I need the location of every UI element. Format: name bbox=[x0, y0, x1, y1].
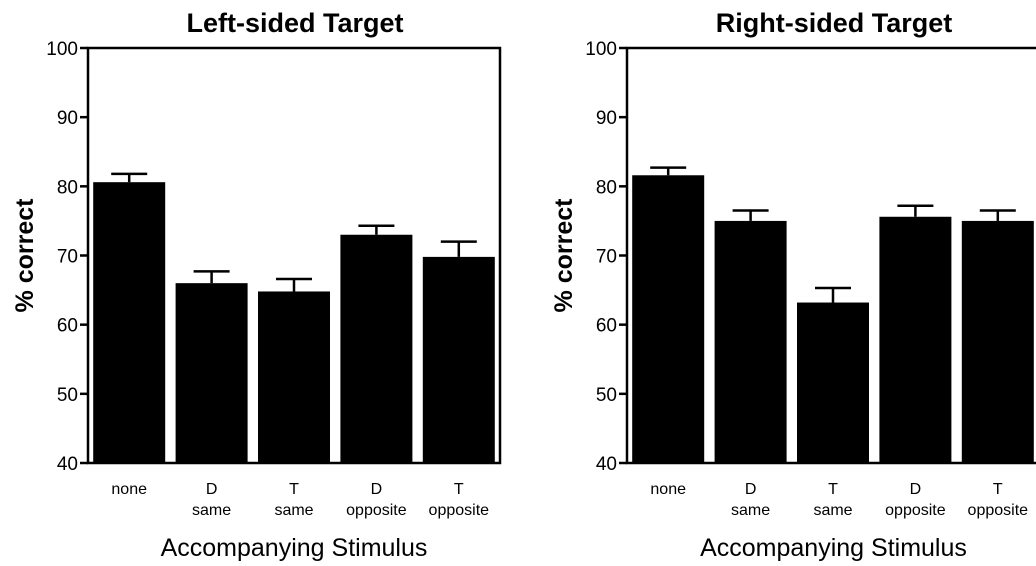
x-axis-label: Accompanying Stimulus bbox=[700, 534, 967, 562]
y-tick-label: 90 bbox=[57, 108, 78, 129]
y-tick-label: 50 bbox=[57, 385, 78, 406]
bar bbox=[632, 175, 705, 463]
chart-title: Right-sided Target bbox=[716, 8, 953, 38]
y-tick-label: 50 bbox=[596, 385, 617, 406]
y-tick-label: 40 bbox=[596, 454, 617, 475]
y-axis-label: % correct bbox=[550, 198, 578, 313]
category-label-line: T bbox=[289, 481, 299, 498]
bar bbox=[340, 234, 413, 463]
y-tick-label: 90 bbox=[596, 108, 617, 129]
y-tick-label: 100 bbox=[585, 39, 617, 60]
category-label-line: opposite bbox=[885, 502, 946, 519]
y-tick-label: 80 bbox=[57, 177, 78, 198]
category-label-line: same bbox=[813, 502, 852, 519]
bar bbox=[93, 182, 166, 463]
bar bbox=[258, 291, 330, 463]
y-tick-label: 60 bbox=[596, 316, 617, 337]
category-label-line: D bbox=[371, 481, 383, 498]
bar bbox=[175, 283, 248, 463]
category-label-line: D bbox=[745, 481, 757, 498]
bar bbox=[714, 220, 787, 463]
category-label: none bbox=[111, 481, 147, 498]
chart-title: Left-sided Target bbox=[186, 8, 403, 38]
category-label-line: opposite bbox=[968, 502, 1029, 519]
plot-frame bbox=[86, 46, 502, 465]
category-label-line: T bbox=[454, 481, 464, 498]
plot-frame bbox=[625, 46, 1036, 465]
category-label-line: same bbox=[192, 502, 231, 519]
category-label-line: opposite bbox=[429, 502, 490, 519]
y-tick-label: 100 bbox=[46, 39, 78, 60]
left-target-panel: Left-sided Target % correct Accompanying S… bbox=[11, 8, 502, 562]
category-label-line: none bbox=[650, 481, 686, 498]
category-label-line: D bbox=[910, 481, 922, 498]
bar bbox=[422, 256, 495, 463]
y-axis-label: % correct bbox=[11, 198, 39, 313]
y-tick-label: 70 bbox=[57, 247, 78, 268]
category-label-line: D bbox=[206, 481, 218, 498]
category-label-line: opposite bbox=[346, 502, 407, 519]
right-target-panel: Right-sided Target % correct Accompanying … bbox=[550, 8, 1036, 562]
category-label-line: T bbox=[993, 481, 1003, 498]
category-label-line: same bbox=[731, 502, 770, 519]
bar bbox=[961, 220, 1034, 463]
category-label-line: T bbox=[828, 481, 838, 498]
category-label-line: same bbox=[274, 502, 313, 519]
y-tick-label: 70 bbox=[596, 247, 617, 268]
bar bbox=[879, 216, 952, 463]
y-tick-label: 80 bbox=[596, 177, 617, 198]
y-tick-label: 60 bbox=[57, 316, 78, 337]
y-tick-label: 40 bbox=[57, 454, 78, 475]
bar bbox=[797, 302, 869, 463]
category-label: none bbox=[650, 481, 686, 498]
category-label-line: none bbox=[111, 481, 147, 498]
x-axis-label: Accompanying Stimulus bbox=[161, 534, 428, 562]
